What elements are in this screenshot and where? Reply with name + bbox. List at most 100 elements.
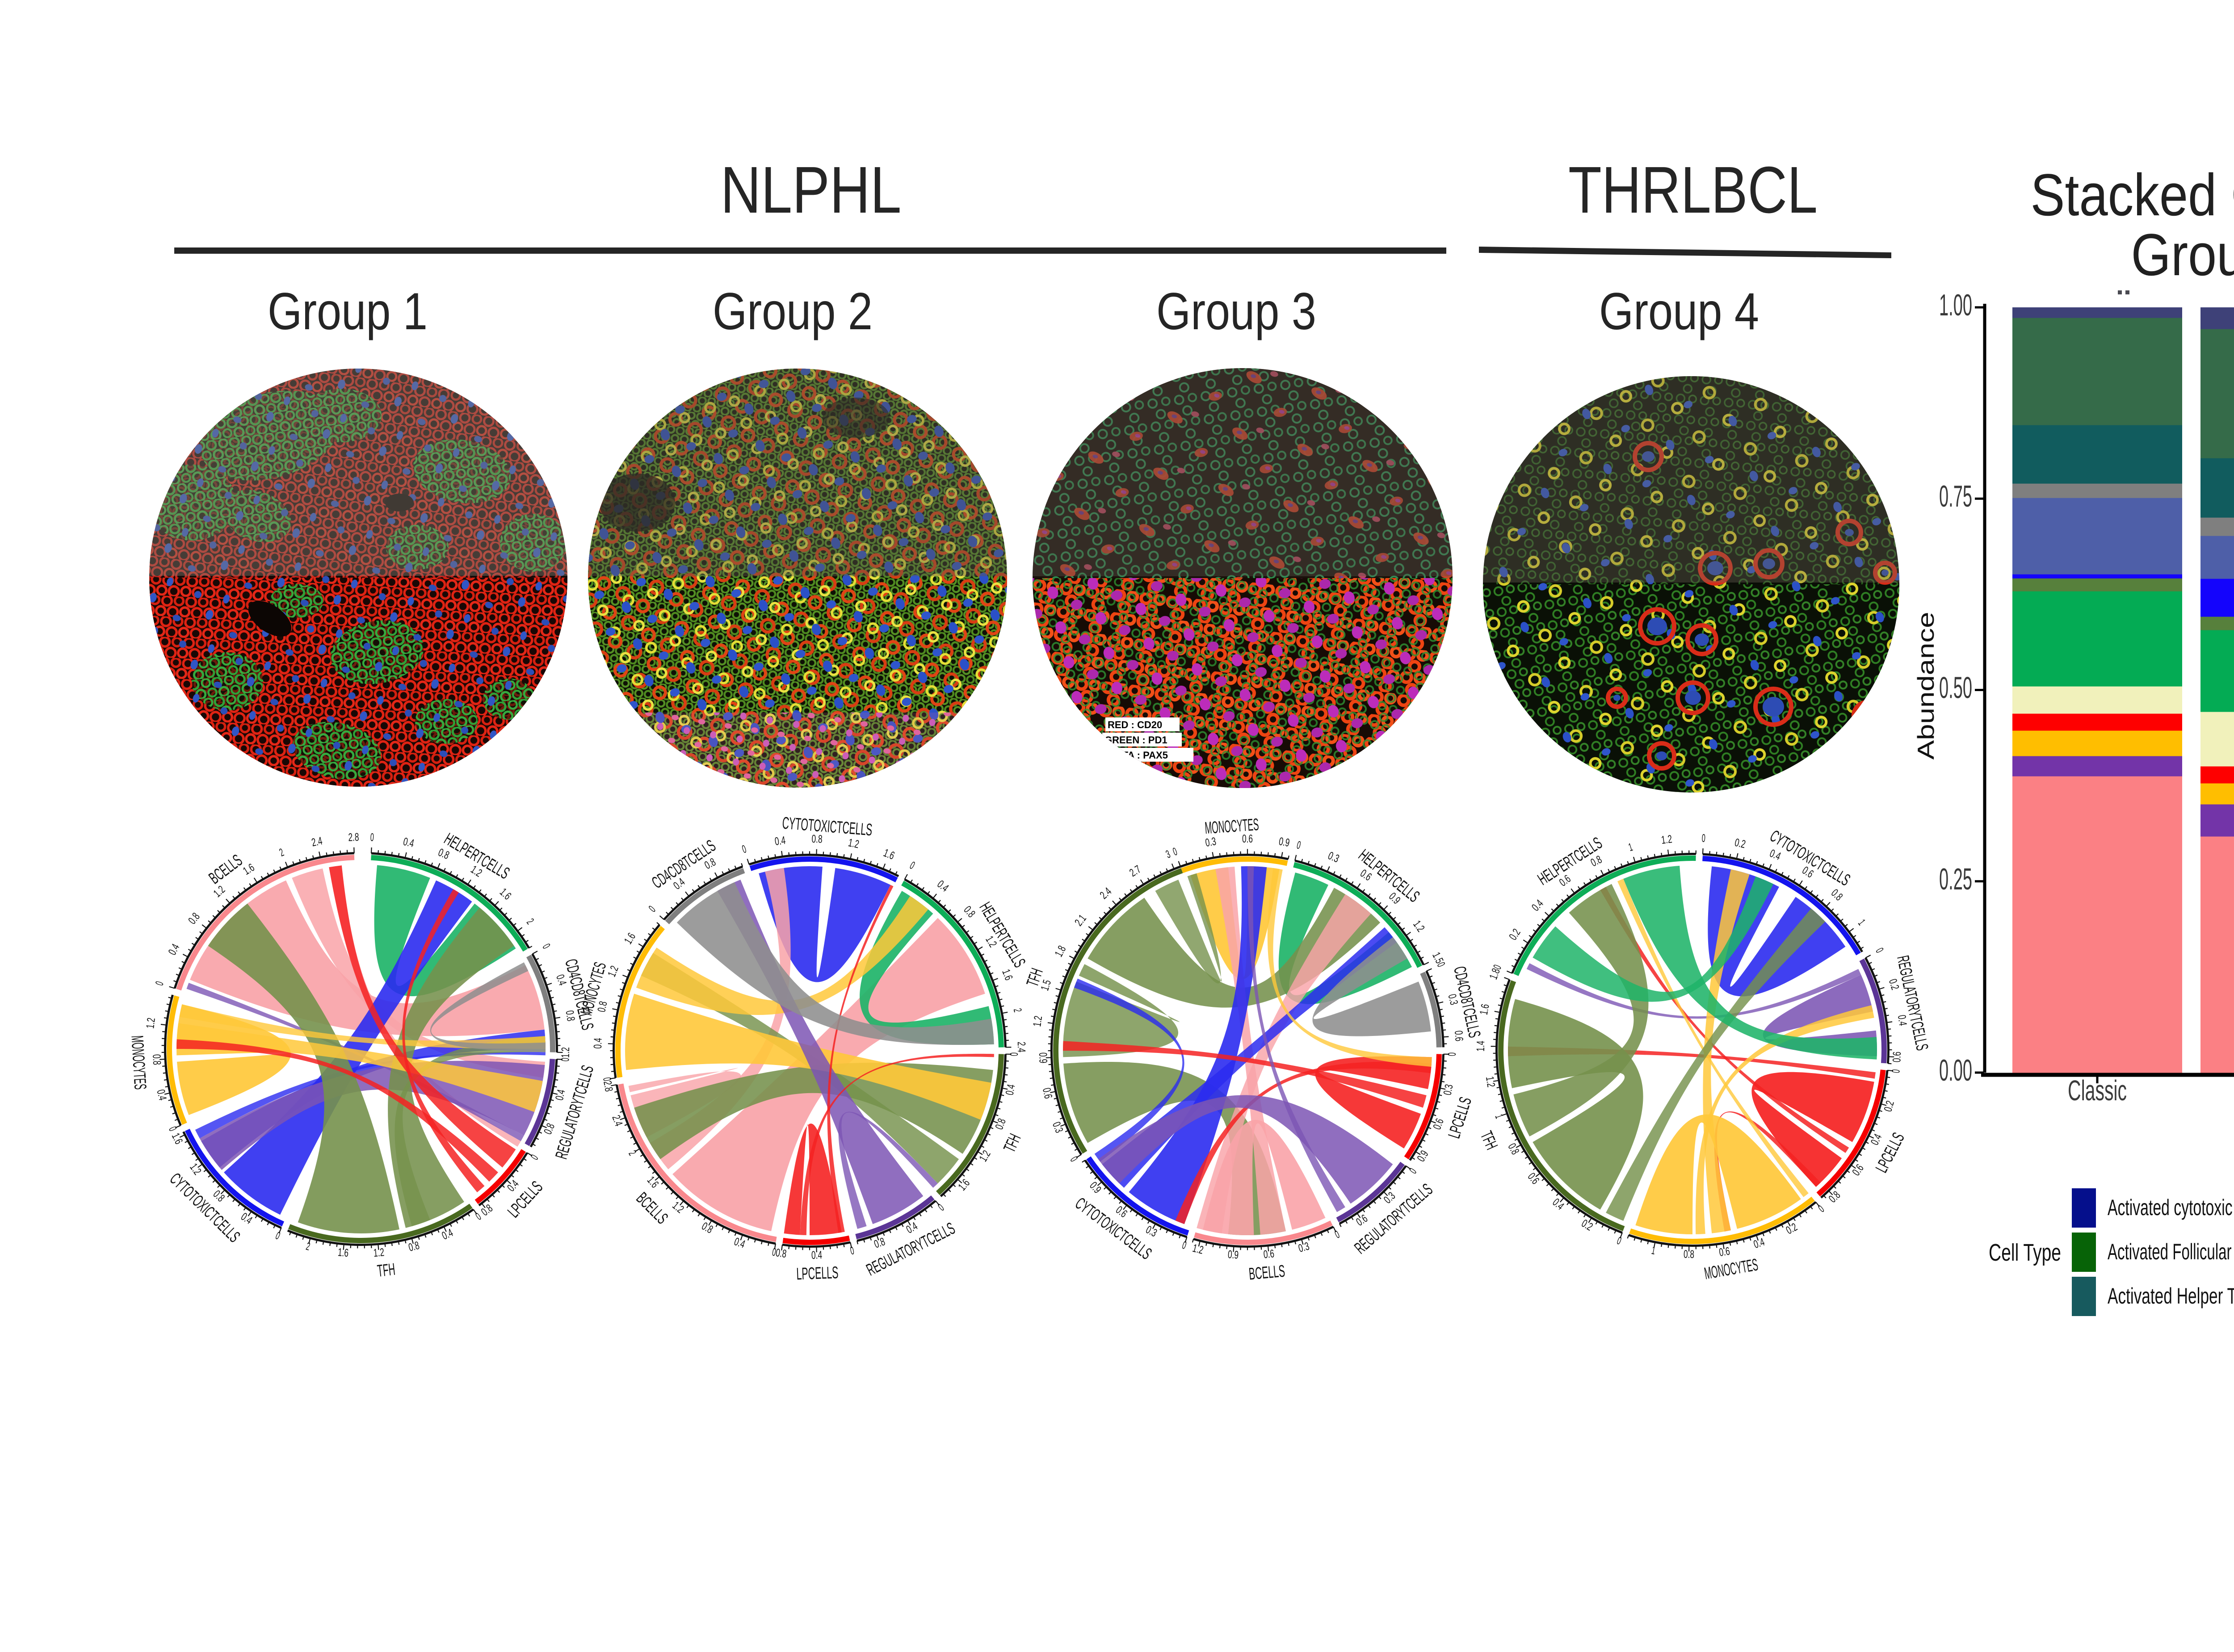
svg-text:1.4: 1.4: [1474, 1040, 1487, 1052]
svg-text:0: 0: [1295, 839, 1302, 851]
svg-text:MONOCYTES: MONOCYTES: [1204, 815, 1260, 838]
svg-text:0.4: 0.4: [402, 835, 416, 850]
svg-text:Group 3: Group 3: [1156, 282, 1316, 340]
svg-text:0: 0: [1068, 1154, 1080, 1164]
svg-text:0.9: 0.9: [1278, 835, 1290, 849]
svg-text:2: 2: [277, 846, 286, 859]
svg-text:CYTOTOXICTCELLS: CYTOTOXICTCELLS: [1071, 1194, 1155, 1263]
svg-text:Grouped by Pattern: Grouped by Pattern: [2131, 222, 2234, 288]
svg-text:0.4: 0.4: [440, 1226, 455, 1242]
svg-text:0: 0: [1180, 1239, 1188, 1252]
svg-text:1.2: 1.2: [144, 1017, 158, 1029]
svg-text:0.8: 0.8: [811, 833, 823, 846]
svg-text:LPCELLS: LPCELLS: [796, 1263, 839, 1283]
svg-text:2.8: 2.8: [348, 831, 359, 844]
svg-text:0.4: 0.4: [1895, 1014, 1909, 1027]
svg-text:0: 0: [166, 1125, 179, 1133]
svg-text:1.8: 1.8: [1052, 943, 1068, 959]
svg-text:Activated Follicular Helper T: Activated Follicular Helper T: [2108, 1239, 2234, 1264]
svg-text:1.6: 1.6: [882, 847, 896, 862]
svg-text:Cell Type: Cell Type: [1989, 1239, 2061, 1266]
svg-text:0.8: 0.8: [700, 1220, 715, 1236]
svg-text:0: 0: [153, 980, 166, 987]
svg-text:0.3: 0.3: [1297, 1240, 1311, 1255]
svg-text:CYTOTOXICTCELLS: CYTOTOXICTCELLS: [781, 814, 873, 840]
svg-text:0.4: 0.4: [774, 834, 786, 848]
svg-text:3: 3: [1164, 848, 1172, 861]
svg-text:0: 0: [1615, 1234, 1623, 1247]
svg-text:0.8: 0.8: [775, 1246, 787, 1260]
svg-text:1: 1: [1492, 1113, 1505, 1120]
svg-text:0.50: 0.50: [1939, 671, 1972, 705]
svg-text:Activated cytotoxic T: Activated cytotoxic T: [2108, 1195, 2234, 1220]
svg-text:NLPHL: NLPHL: [721, 153, 902, 227]
svg-text:2.4: 2.4: [609, 1114, 625, 1128]
svg-text:0.4: 0.4: [1752, 1236, 1766, 1251]
svg-text:0.25: 0.25: [1939, 862, 1972, 896]
svg-text:0.4: 0.4: [935, 878, 951, 894]
svg-text:0: 0: [849, 1244, 855, 1257]
svg-text:0.3: 0.3: [1204, 835, 1217, 849]
svg-text:THRLBCL: THRLBCL: [1568, 153, 1818, 227]
svg-text:0: 0: [1701, 832, 1705, 844]
svg-text:0: 0: [907, 859, 917, 872]
svg-text:BCELLS: BCELLS: [633, 1189, 672, 1228]
svg-text:0.8: 0.8: [186, 910, 202, 927]
svg-text:0: 0: [600, 1077, 613, 1082]
svg-text:0.2: 0.2: [1881, 1099, 1897, 1113]
svg-text:0.2: 0.2: [1507, 927, 1523, 942]
svg-text:0.8: 0.8: [873, 1235, 887, 1251]
svg-text:1.00: 1.00: [1939, 288, 1972, 322]
svg-text:0.6: 0.6: [1040, 1087, 1054, 1100]
svg-text:TFH: TFH: [1477, 1128, 1501, 1153]
svg-text:Group 2: Group 2: [713, 282, 873, 340]
svg-text:0.6: 0.6: [1263, 1247, 1275, 1261]
svg-text:GREEN : PD1: GREEN : PD1: [1104, 734, 1167, 746]
svg-text:BCELLS: BCELLS: [206, 851, 246, 888]
svg-text:1.6: 1.6: [497, 886, 514, 902]
svg-text:0.4: 0.4: [154, 1088, 169, 1102]
svg-text:RED : CD20: RED : CD20: [1108, 719, 1162, 730]
svg-text:0.75: 0.75: [1939, 479, 1972, 513]
svg-text:0.8: 0.8: [595, 1000, 609, 1013]
svg-text:2.7: 2.7: [1127, 863, 1143, 879]
svg-text:0.00: 0.00: [1939, 1053, 1972, 1087]
svg-text:Abundance: Abundance: [1913, 612, 1939, 760]
svg-text:0.2: 0.2: [1734, 836, 1747, 851]
svg-text:2: 2: [305, 1240, 311, 1253]
svg-text:TFH: TFH: [376, 1260, 396, 1281]
svg-text:0: 0: [559, 1057, 571, 1061]
svg-text:1.2: 1.2: [1661, 833, 1673, 847]
svg-text:Activated Helper T: Activated Helper T: [2108, 1283, 2234, 1308]
svg-text:1.6: 1.6: [169, 1131, 185, 1146]
svg-text:1.2: 1.2: [1191, 1242, 1205, 1257]
svg-text:0.8: 0.8: [407, 1239, 420, 1254]
svg-text:1: 1: [1627, 841, 1634, 854]
svg-text:2.4: 2.4: [311, 834, 323, 849]
svg-text:0.4: 0.4: [732, 1235, 747, 1251]
svg-text:BCELLS: BCELLS: [1248, 1262, 1285, 1284]
svg-text:0: 0: [1890, 1069, 1902, 1073]
svg-text:0.8: 0.8: [1505, 1141, 1521, 1157]
svg-text:MONOCYTES: MONOCYTES: [1703, 1255, 1759, 1283]
svg-text:0.3: 0.3: [1326, 849, 1341, 865]
svg-text:1.2: 1.2: [847, 836, 860, 851]
svg-text:0: 0: [647, 904, 658, 915]
svg-text:CYTOTOXICTCELLS: CYTOTOXICTCELLS: [166, 1170, 244, 1246]
svg-text:2.4: 2.4: [1098, 885, 1114, 901]
svg-text:0.6: 0.6: [1242, 833, 1253, 845]
svg-text:1.6: 1.6: [622, 931, 638, 946]
svg-text:Stacked Cell Type Bar Chart: Stacked Cell Type Bar Chart: [2031, 162, 2234, 228]
svg-text:2: 2: [626, 1149, 638, 1158]
svg-text:2.4: 2.4: [1015, 1042, 1028, 1053]
svg-text:2.8: 2.8: [601, 1080, 615, 1092]
svg-text:0: 0: [1333, 1228, 1341, 1241]
svg-text:0.6: 0.6: [1718, 1245, 1731, 1259]
svg-text:1: 1: [1650, 1244, 1656, 1257]
svg-text:0.4: 0.4: [1869, 1132, 1885, 1147]
svg-text:0: 0: [740, 843, 747, 856]
svg-text:Group 1: Group 1: [268, 282, 428, 340]
svg-text:1.6: 1.6: [1478, 1003, 1492, 1016]
svg-text:0: 0: [1008, 1052, 1020, 1056]
svg-text:1.2: 1.2: [1031, 1015, 1045, 1027]
